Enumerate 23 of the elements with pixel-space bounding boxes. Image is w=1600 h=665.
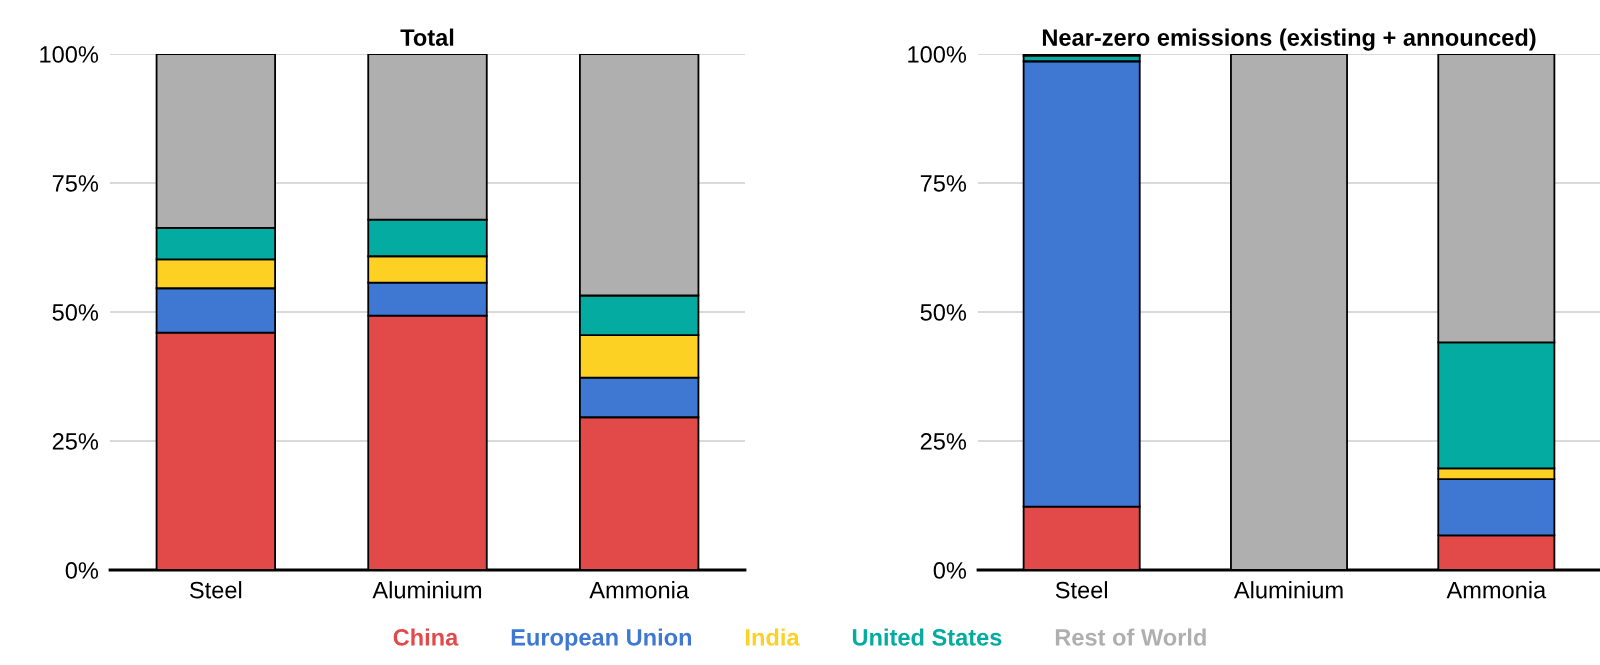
text: Rest of World: [1055, 628, 1206, 646]
y-tick-label: 75%: [52, 175, 99, 192]
x-tick-label: Aluminium: [372, 581, 482, 599]
y-tick-label: 100%: [40, 46, 99, 63]
text: European Union: [511, 628, 692, 651]
text: United States: [852, 628, 1002, 646]
text: China: [393, 628, 459, 646]
chart-title: Near-zero emissions (existing + announced): [1042, 28, 1536, 51]
x-tick-label: Ammonia: [1446, 581, 1547, 599]
x-tick-label: Steel: [190, 581, 242, 599]
y-tick-label: 75%: [920, 175, 967, 192]
y-tick-label: 100%: [908, 46, 967, 63]
y-tick-label: 0%: [65, 562, 99, 579]
x-tick-label: Steel: [1055, 581, 1107, 599]
y-tick-label: 0%: [933, 562, 967, 579]
y-tick-label: 50%: [52, 304, 99, 321]
y-tick-label: 25%: [920, 433, 967, 450]
y-tick-label: 25%: [52, 433, 99, 450]
chart-title: Total: [400, 28, 454, 46]
x-tick-label: Aluminium: [1233, 581, 1343, 599]
x-tick-label: Ammonia: [589, 581, 690, 599]
y-tick-label: 50%: [920, 304, 967, 321]
text: India: [746, 628, 800, 646]
